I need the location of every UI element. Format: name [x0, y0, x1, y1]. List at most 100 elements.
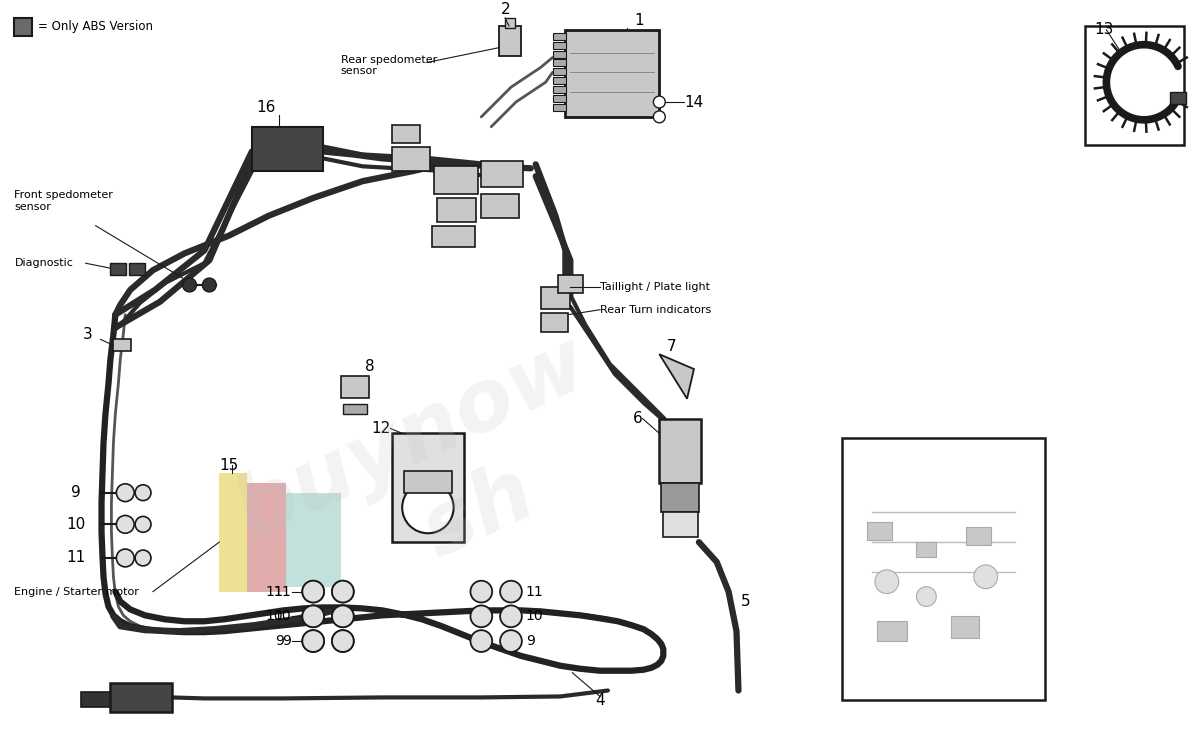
Text: 11: 11: [274, 584, 292, 598]
Bar: [552, 60, 566, 66]
Bar: [1170, 92, 1186, 104]
Circle shape: [332, 581, 354, 603]
Bar: [481, 194, 518, 218]
Bar: [552, 104, 566, 111]
Bar: [392, 434, 463, 542]
Bar: [664, 512, 698, 537]
Bar: [541, 287, 570, 308]
Bar: [434, 166, 479, 194]
FancyBboxPatch shape: [247, 483, 287, 592]
Bar: [14, 18, 32, 36]
Text: 11: 11: [265, 584, 283, 598]
Text: 1: 1: [635, 13, 644, 28]
Bar: [552, 51, 566, 57]
Text: 4: 4: [595, 693, 605, 708]
Circle shape: [974, 565, 997, 589]
Circle shape: [470, 606, 492, 627]
Bar: [661, 483, 698, 512]
Bar: [552, 95, 566, 102]
FancyBboxPatch shape: [287, 492, 341, 587]
Bar: [1085, 26, 1183, 144]
Text: 3: 3: [83, 327, 92, 342]
Circle shape: [402, 482, 454, 534]
Circle shape: [332, 606, 354, 627]
Bar: [966, 527, 991, 545]
Bar: [505, 18, 515, 28]
Bar: [80, 693, 110, 707]
Bar: [437, 198, 476, 222]
Bar: [659, 419, 701, 483]
Text: 8: 8: [365, 358, 374, 374]
Text: 6: 6: [632, 411, 642, 426]
Bar: [565, 30, 659, 117]
Text: 10: 10: [266, 609, 283, 623]
Circle shape: [654, 111, 665, 123]
Circle shape: [203, 278, 216, 292]
Text: 11: 11: [66, 551, 85, 565]
Bar: [541, 313, 569, 333]
Bar: [552, 77, 566, 84]
Bar: [481, 161, 523, 187]
Circle shape: [500, 581, 522, 603]
Text: 10: 10: [526, 609, 544, 623]
Text: buynow
  sh: buynow sh: [222, 322, 642, 644]
Circle shape: [302, 606, 324, 627]
Circle shape: [136, 485, 151, 500]
Text: Engine / Starter motor: Engine / Starter motor: [14, 587, 139, 597]
Bar: [917, 542, 936, 557]
Text: 9: 9: [282, 634, 292, 648]
Bar: [252, 127, 323, 171]
Circle shape: [875, 570, 899, 593]
Bar: [952, 616, 979, 638]
Text: 7: 7: [666, 339, 676, 354]
Circle shape: [302, 630, 324, 652]
Bar: [842, 439, 1045, 701]
Bar: [404, 471, 451, 492]
Bar: [341, 376, 368, 397]
Circle shape: [332, 581, 354, 603]
Bar: [343, 403, 366, 414]
Circle shape: [917, 587, 936, 606]
Circle shape: [136, 517, 151, 532]
Text: 9: 9: [275, 634, 283, 648]
Circle shape: [116, 515, 134, 534]
Bar: [552, 42, 566, 49]
Text: 14: 14: [684, 94, 703, 110]
Circle shape: [136, 550, 151, 566]
Circle shape: [182, 278, 197, 292]
Bar: [110, 682, 172, 712]
Circle shape: [302, 581, 324, 603]
Text: Taillight / Plate light: Taillight / Plate light: [600, 282, 710, 292]
Circle shape: [332, 630, 354, 652]
Text: 5: 5: [740, 594, 750, 609]
Circle shape: [654, 96, 665, 108]
Text: Rear spedometer
sensor: Rear spedometer sensor: [341, 54, 437, 77]
Bar: [110, 263, 126, 275]
Circle shape: [116, 549, 134, 567]
Circle shape: [332, 606, 354, 627]
Circle shape: [302, 606, 324, 627]
Circle shape: [302, 630, 324, 652]
Circle shape: [470, 581, 492, 603]
Bar: [552, 68, 566, 75]
Bar: [130, 263, 145, 275]
Circle shape: [116, 484, 134, 502]
Text: 10: 10: [274, 609, 292, 623]
Bar: [877, 621, 907, 641]
Text: Diagnostic: Diagnostic: [14, 258, 73, 268]
Bar: [432, 226, 475, 247]
FancyBboxPatch shape: [220, 473, 247, 592]
Bar: [868, 523, 892, 540]
Text: 9: 9: [71, 485, 80, 500]
Text: Rear Turn indicators: Rear Turn indicators: [600, 305, 712, 315]
Circle shape: [500, 630, 522, 652]
Text: 12: 12: [371, 421, 390, 436]
Text: = Only ABS Version: = Only ABS Version: [38, 21, 154, 33]
Text: 13: 13: [1094, 22, 1114, 37]
Bar: [392, 125, 420, 143]
Bar: [558, 275, 583, 293]
Bar: [552, 86, 566, 93]
Text: 11: 11: [526, 584, 544, 598]
Circle shape: [332, 630, 354, 652]
Bar: [113, 339, 131, 351]
